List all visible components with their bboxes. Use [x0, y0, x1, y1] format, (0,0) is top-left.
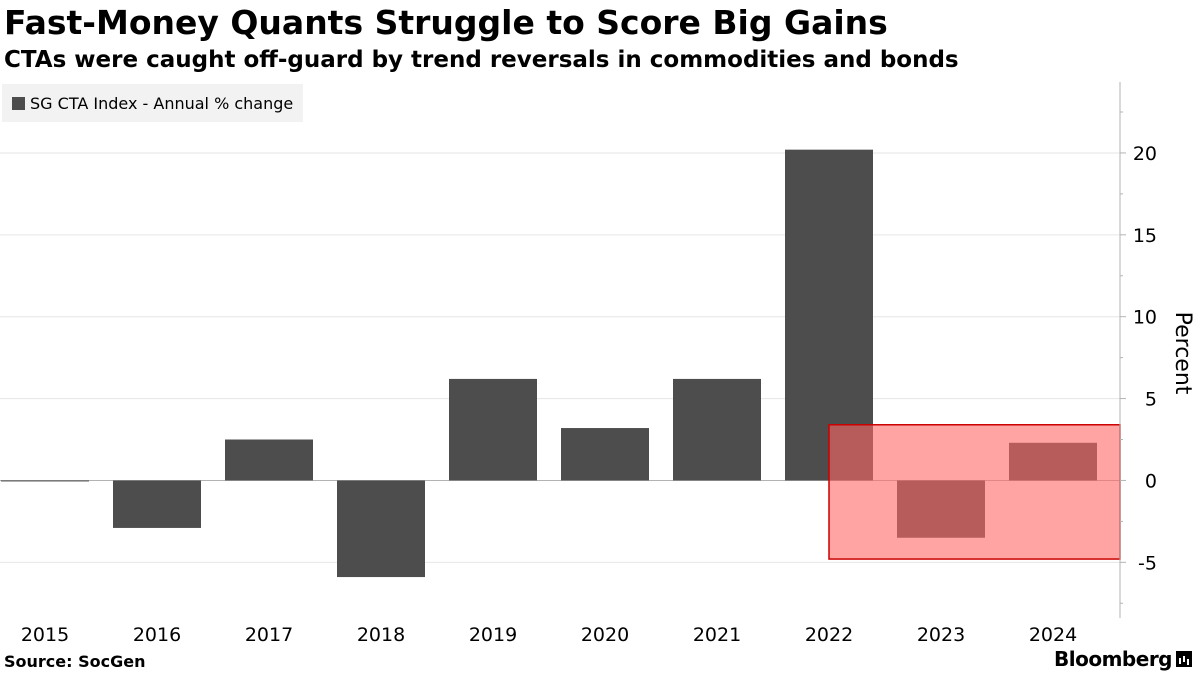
x-tick-label: 2024 — [1029, 624, 1077, 646]
x-axis-labels: 2015 2016 2017 2018 2019 2020 2021 2022 2023 2024 — [21, 624, 1077, 646]
bar-2018 — [337, 480, 425, 578]
y-tick-label: -5 — [1138, 552, 1157, 574]
legend-label: SG CTA Index - Annual % change — [30, 93, 294, 113]
x-tick-label: 2019 — [469, 624, 517, 646]
bar-2017 — [225, 439, 313, 481]
x-tick-label: 2017 — [245, 624, 293, 646]
legend-swatch — [12, 96, 25, 110]
brand-name: Bloomberg — [1054, 647, 1172, 671]
x-tick-label: 2020 — [581, 624, 629, 646]
bar-chart-icon — [1176, 651, 1192, 667]
bar-2020 — [561, 428, 649, 481]
chart-title: Fast-Money Quants Struggle to Score Big … — [4, 3, 888, 42]
highlight-box — [828, 424, 1121, 560]
source-note: Source: SocGen — [4, 652, 146, 671]
x-tick-label: 2021 — [693, 624, 741, 646]
highlight-region — [828, 424, 1121, 560]
bar-2021 — [673, 378, 761, 481]
bloomberg-logo: Bloomberg — [1054, 647, 1192, 671]
x-tick-label: 2015 — [21, 624, 69, 646]
y-axis-title: Percent — [1170, 312, 1195, 395]
bar-2015 — [1, 480, 89, 482]
bar-2019 — [449, 378, 537, 481]
x-tick-label: 2018 — [357, 624, 405, 646]
bars — [1, 149, 1097, 578]
bar-2016 — [113, 480, 201, 528]
chart-subtitle: CTAs were caught off-guard by trend reve… — [4, 47, 959, 73]
x-tick-label: 2016 — [133, 624, 181, 646]
y-tick-label: 0 — [1145, 470, 1157, 492]
legend: SG CTA Index - Annual % change — [2, 84, 303, 122]
x-tick-label: 2023 — [917, 624, 965, 646]
y-axis: -5 0 5 10 15 20 — [1119, 82, 1157, 618]
y-tick-label: 5 — [1145, 389, 1157, 411]
y-tick-label: 10 — [1133, 307, 1157, 329]
x-tick-label: 2022 — [805, 624, 853, 646]
y-tick-label: 15 — [1133, 225, 1157, 247]
y-tick-label: 20 — [1133, 143, 1157, 165]
